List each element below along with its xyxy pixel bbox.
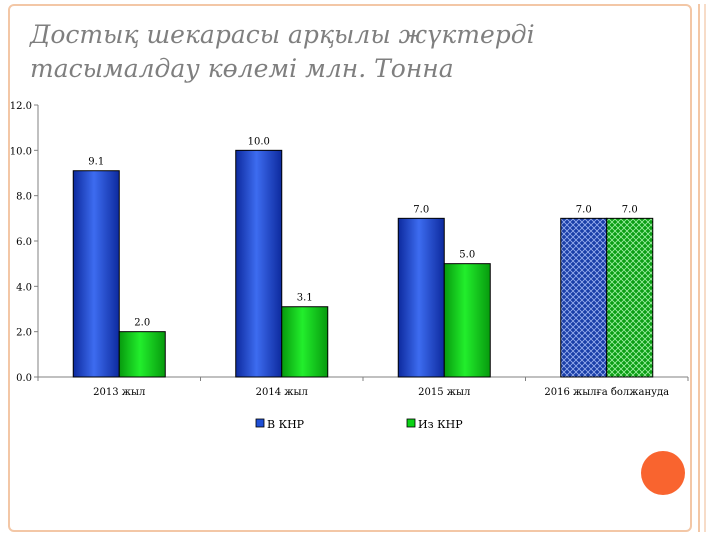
- x-category-label: 2016 жылға болжануда: [544, 387, 669, 398]
- legend-swatch: [406, 418, 416, 428]
- legend-label: Из КНР: [418, 418, 463, 431]
- y-tick-label: 4.0: [16, 282, 32, 293]
- bar: [397, 217, 445, 378]
- data-label: 10.0: [248, 136, 270, 147]
- bar: [281, 306, 329, 378]
- bar: [118, 331, 166, 378]
- y-tick-label: 10.0: [10, 146, 32, 157]
- y-tick-label: 8.0: [16, 192, 32, 203]
- data-label: 9.1: [88, 157, 104, 168]
- frame-line: [698, 4, 700, 532]
- data-label: 2.0: [134, 318, 150, 329]
- data-label: 5.0: [459, 250, 475, 261]
- data-label: 7.0: [576, 204, 592, 215]
- slide-title: Достық шекарасы арқылы жүктерді тасымалд…: [30, 20, 535, 83]
- y-tick-label: 6.0: [16, 237, 32, 248]
- bar: [235, 149, 283, 378]
- frame-line: [704, 4, 706, 532]
- data-label: 7.0: [622, 204, 638, 215]
- y-tick-label: 2.0: [16, 328, 32, 339]
- bar: [606, 217, 654, 378]
- legend-swatch: [255, 418, 265, 428]
- data-label: 7.0: [413, 204, 429, 215]
- legend-label: В КНР: [267, 418, 305, 431]
- data-label: 3.1: [297, 293, 313, 304]
- bar: [560, 217, 608, 378]
- x-category-label: 2013 жыл: [93, 387, 145, 398]
- x-category-label: 2015 жыл: [418, 387, 470, 398]
- slide-frame: [8, 4, 692, 532]
- y-tick-label: 12.0: [10, 101, 32, 112]
- decorative-circle: [641, 451, 685, 495]
- y-tick-label: 0.0: [16, 373, 32, 384]
- bar: [72, 170, 120, 378]
- x-category-label: 2014 жыл: [256, 387, 308, 398]
- bar: [443, 263, 491, 378]
